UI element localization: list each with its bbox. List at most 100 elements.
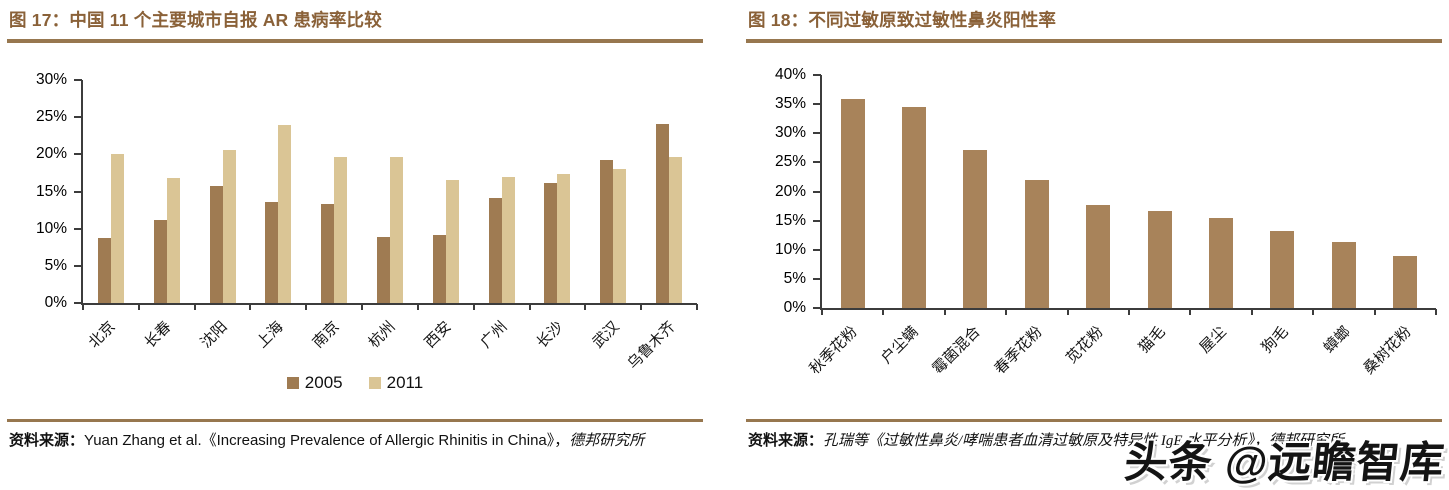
figure-18-plot-area: 40% 35% 30% 25% 20% 15% 10% 5% 0% xyxy=(775,66,1437,316)
bar xyxy=(656,123,670,303)
x-axis-label-text: 北京 xyxy=(85,318,119,352)
x-axis-tick xyxy=(584,304,587,310)
x-axis-tick xyxy=(1373,309,1376,315)
bar-group xyxy=(474,80,530,303)
bar-group xyxy=(945,75,1006,308)
x-axis-label-text: 长沙 xyxy=(533,318,567,352)
x-axis-tick xyxy=(696,304,698,310)
bar xyxy=(963,150,988,308)
x-axis-tick xyxy=(1250,309,1253,315)
bar xyxy=(334,157,348,303)
x-axis-tick xyxy=(1435,309,1437,315)
y-axis-label: 10% xyxy=(774,240,806,258)
x-axis-tick xyxy=(528,304,531,310)
figure-18-source: 资料来源：孔瑞等《过敏性鼻炎/哮喘患者血清过敏原及特异性 IgE 水平分析》，德… xyxy=(746,430,1442,453)
bar xyxy=(1086,204,1111,308)
x-axis-tick xyxy=(416,304,419,310)
tick-mark xyxy=(74,264,82,267)
bar xyxy=(222,149,236,303)
bar-group xyxy=(1313,75,1374,308)
legend-label: 2005 xyxy=(304,373,343,392)
bar xyxy=(902,107,927,308)
x-axis-label-text: 沈阳 xyxy=(197,318,231,352)
bar xyxy=(209,186,223,303)
bar xyxy=(389,156,403,303)
x-axis-tick xyxy=(943,309,946,315)
tick-mark xyxy=(74,153,82,156)
source-label: 资料来源： xyxy=(9,433,85,449)
source-label: 资料来源： xyxy=(748,433,824,449)
bar xyxy=(669,157,683,303)
bar-group xyxy=(418,80,474,303)
bar xyxy=(110,153,124,303)
x-axis-tick xyxy=(249,304,252,310)
bar xyxy=(1024,179,1049,308)
x-axis-tick xyxy=(305,304,308,310)
bar-group xyxy=(641,80,697,303)
x-axis-tick xyxy=(882,309,885,315)
figure-17-bar-chart: 30% 25% 20% 15% 10% 5% 0% 北京 长春 沈阳 上海 南京 杭州 西安 广州 长沙 武汉… xyxy=(7,43,703,419)
bar xyxy=(613,169,627,303)
bar xyxy=(278,125,292,303)
x-axis-tick xyxy=(137,304,140,310)
y-axis-label: 20% xyxy=(35,145,67,163)
bar xyxy=(97,238,111,303)
figure-17-bottom-rule xyxy=(7,419,703,422)
figure-17-legend: 2005 2011 xyxy=(7,373,703,393)
bar-group xyxy=(1375,75,1436,308)
tick-mark xyxy=(813,161,821,164)
x-axis-label-text: 春季花粉 xyxy=(990,323,1046,378)
x-axis-tick xyxy=(1312,309,1315,315)
bar-group xyxy=(250,80,306,303)
tick-mark xyxy=(74,227,82,230)
tick-mark xyxy=(74,190,82,193)
y-axis-label: 20% xyxy=(774,182,806,200)
bar xyxy=(1331,241,1356,308)
x-axis-tick xyxy=(1005,309,1008,315)
x-axis-label-text: 蟑螂 xyxy=(1320,323,1354,357)
x-axis-label-text: 南京 xyxy=(309,318,343,352)
bar xyxy=(840,99,865,308)
figure-17-source: 资料来源：Yuan Zhang et al.《Increasing Preval… xyxy=(7,430,703,453)
tick-mark xyxy=(74,302,82,304)
tick-mark xyxy=(813,103,821,106)
bar xyxy=(1147,211,1172,308)
bar-group xyxy=(883,75,944,308)
bar-group xyxy=(362,80,418,303)
legend-label: 2011 xyxy=(386,373,424,392)
bar-group xyxy=(83,80,139,303)
figure-17-panel: 图 17：中国 11 个主要城市自报 AR 患病率比较 30% 25% 20% 15%… xyxy=(7,0,703,453)
x-axis-tick xyxy=(1189,309,1192,315)
source-institute: 德邦研究所 xyxy=(569,433,645,449)
bar xyxy=(557,174,571,303)
legend-item-2011: 2011 xyxy=(368,373,424,393)
x-axis-tick xyxy=(1066,309,1069,315)
x-axis-tick xyxy=(472,304,475,310)
legend-item-2005: 2005 xyxy=(286,373,343,393)
bar xyxy=(544,183,558,303)
x-axis-tick xyxy=(821,309,823,315)
x-axis-tick xyxy=(1128,309,1130,315)
tick-mark xyxy=(813,74,821,76)
y-axis-label: 40% xyxy=(774,66,806,83)
bar xyxy=(1393,255,1418,308)
figure-17-plot-area: 30% 25% 20% 15% 10% 5% 0% xyxy=(36,71,698,311)
y-axis-label: 25% xyxy=(35,108,67,126)
bar-group xyxy=(1068,75,1129,308)
y-axis-label: 0% xyxy=(783,299,806,316)
x-axis-label-text: 乌鲁木齐 xyxy=(624,318,679,373)
tick-mark xyxy=(74,79,82,81)
bar xyxy=(166,178,180,303)
y-axis-label: 35% xyxy=(774,95,806,113)
figure-18-title-rule xyxy=(746,39,1442,43)
x-axis-tick xyxy=(361,304,364,310)
y-axis-label: 15% xyxy=(774,211,806,229)
bar-group xyxy=(1190,75,1251,308)
bar xyxy=(321,204,335,303)
tick-mark xyxy=(813,277,821,280)
bar-group xyxy=(195,80,251,303)
x-axis-tick xyxy=(640,304,643,310)
y-axis-label: 0% xyxy=(44,294,67,311)
x-axis-label-text: 杭州 xyxy=(365,318,399,352)
x-axis-label-text: 猫毛 xyxy=(1135,323,1169,357)
